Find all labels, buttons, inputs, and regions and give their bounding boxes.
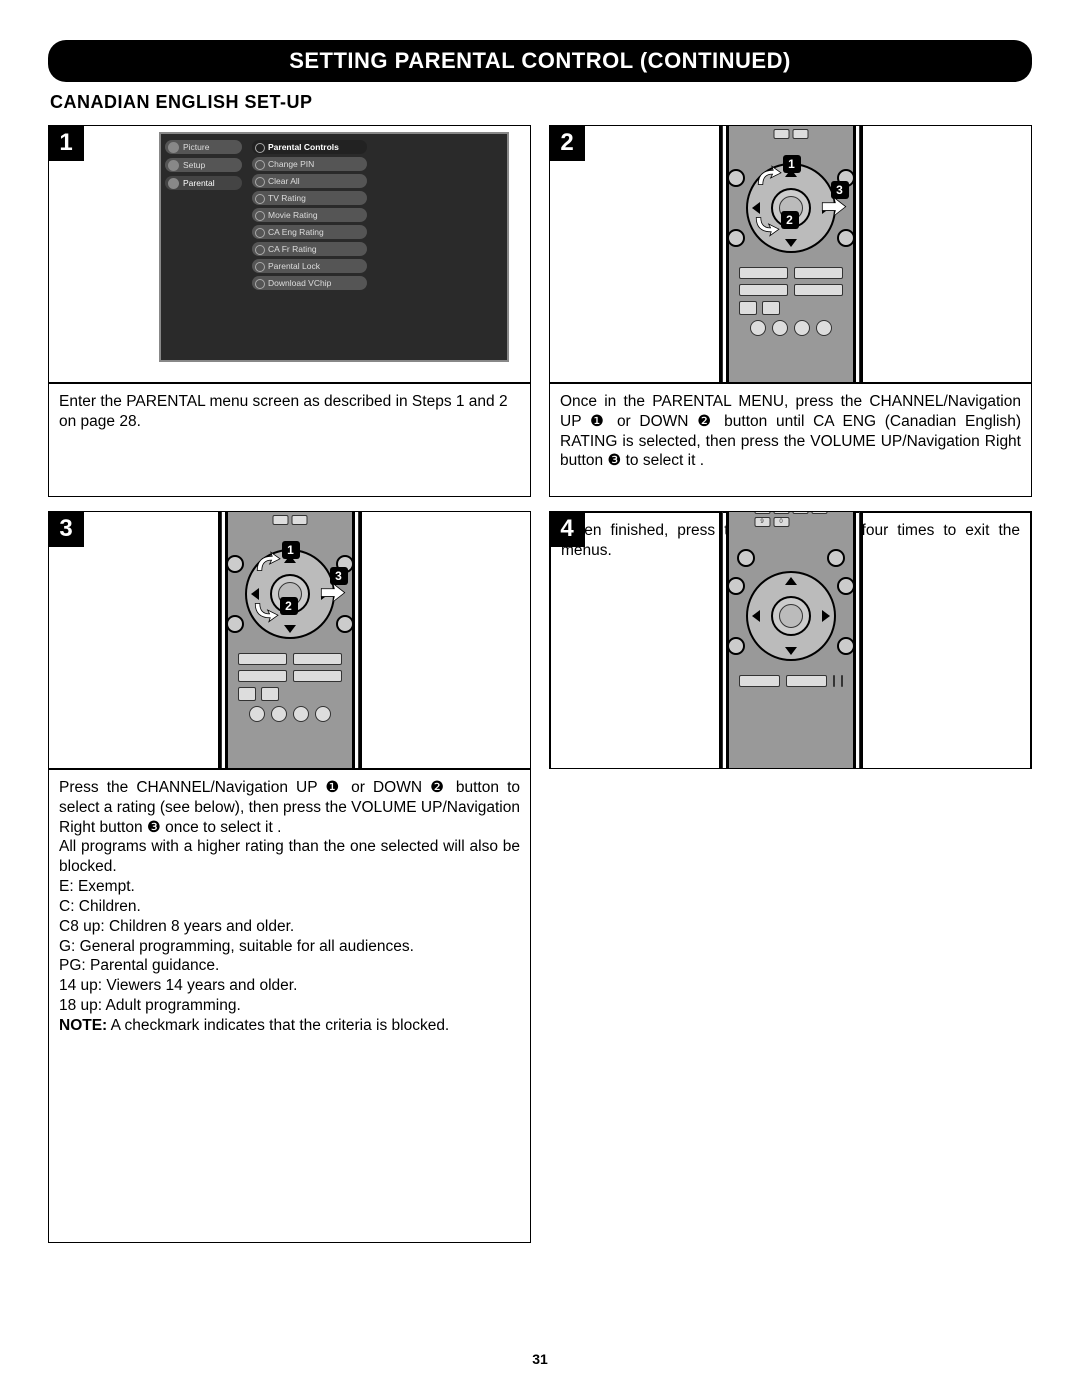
remote-side-button — [226, 615, 244, 633]
tv-left-item: Picture — [165, 140, 242, 154]
remote-side-button — [336, 615, 354, 633]
rating-18: 18 up: Adult programming. — [59, 996, 520, 1016]
rating-c: C: Children. — [59, 897, 520, 917]
tv-left-item: Setup — [165, 158, 242, 172]
page-subtitle: CANADIAN ENGLISH SET-UP — [50, 92, 1032, 113]
arrow-icon — [753, 211, 779, 237]
rating-g: G: General programming, suitable for all… — [59, 937, 520, 957]
step-3-note: NOTE: A checkmark indicates that the cri… — [59, 1016, 520, 1036]
step-1-desc: Enter the PARENTAL menu screen as descri… — [48, 383, 531, 497]
page-number: 31 — [0, 1351, 1080, 1367]
remote-keypad — [773, 129, 808, 139]
arrow-icon — [254, 551, 280, 577]
step-1-text: Enter the PARENTAL menu screen as descri… — [59, 392, 520, 432]
callout-1: 1 — [282, 541, 300, 559]
remote-icon: 1 2 3 — [225, 511, 355, 769]
remote-side-button — [837, 577, 855, 595]
tv-right-item: Clear All — [252, 174, 367, 188]
arrow-icon — [755, 165, 781, 191]
step-2-figure: 2 — [549, 125, 1032, 383]
remote-side-button — [737, 549, 755, 567]
tv-menu-right: Parental Controls Change PIN Clear All T… — [246, 134, 507, 360]
tv-right-item: TV Rating — [252, 191, 367, 205]
tv-right-item: CA Eng Rating — [252, 225, 367, 239]
tv-right-item: Movie Rating — [252, 208, 367, 222]
rating-14: 14 up: Viewers 14 years and older. — [59, 976, 520, 996]
step-3-line1: Press the CHANNEL/Navigation UP ❶ or DOW… — [59, 778, 520, 837]
remote-icon: 1 2 3 — [726, 125, 856, 383]
step-3-line2: All programs with a higher rating than t… — [59, 837, 520, 877]
step-1-badge: 1 — [48, 125, 84, 161]
note-text: A checkmark indicates that the criteria … — [107, 1017, 449, 1034]
remote-side-button — [727, 229, 745, 247]
remote-side-button — [727, 637, 745, 655]
step-3-desc: Press the CHANNEL/Navigation UP ❶ or DOW… — [48, 769, 531, 1243]
step-4-figure: 4 1234 5678 90 — [549, 511, 1032, 769]
tv-right-item: Download VChip — [252, 276, 367, 290]
remote-side-button — [727, 169, 745, 187]
arrow-icon — [320, 579, 346, 605]
remote-bars — [739, 267, 843, 336]
remote-side-button — [837, 229, 855, 247]
remote-side-button — [827, 549, 845, 567]
callout-2: 2 — [280, 597, 298, 615]
steps-grid: 1 Picture Setup Parental Parental Contro… — [48, 125, 1032, 1243]
tv-right-item: CA Fr Rating — [252, 242, 367, 256]
remote-side-button — [837, 637, 855, 655]
tv-menu: Picture Setup Parental Parental Controls… — [159, 132, 509, 362]
step-3-figure: 3 — [48, 511, 531, 769]
remote-bars — [238, 653, 342, 722]
remote-side-button — [226, 555, 244, 573]
step-3-badge: 3 — [48, 511, 84, 547]
remote-side-button — [727, 577, 745, 595]
remote-keypad: 1234 5678 90 — [754, 511, 827, 527]
tv-right-item: Parental Lock — [252, 259, 367, 273]
callout-2: 2 — [781, 211, 799, 229]
step-4: 4 1234 5678 90 — [549, 511, 1032, 1243]
arrow-icon — [252, 597, 278, 623]
rating-c8: C8 up: Children 8 years and older. — [59, 917, 520, 937]
step-1: 1 Picture Setup Parental Parental Contro… — [48, 125, 531, 497]
remote-keypad — [272, 515, 307, 525]
remote-bars — [739, 675, 843, 687]
rating-e: E: Exempt. — [59, 877, 520, 897]
step-4-badge: 4 — [549, 511, 585, 547]
tv-menu-left: Picture Setup Parental — [161, 134, 246, 360]
rating-pg: PG: Parental guidance. — [59, 956, 520, 976]
remote-dpad — [746, 571, 836, 661]
step-2: 2 — [549, 125, 1032, 497]
step-2-text: Once in the PARENTAL MENU, press the CHA… — [560, 392, 1021, 471]
tv-right-head: Parental Controls — [252, 140, 367, 154]
step-2-desc: Once in the PARENTAL MENU, press the CHA… — [549, 383, 1032, 497]
tv-right-item: Change PIN — [252, 157, 367, 171]
callout-1: 1 — [783, 155, 801, 173]
tv-left-item: Parental — [165, 176, 242, 190]
arrow-icon — [821, 193, 847, 219]
step-1-figure: 1 Picture Setup Parental Parental Contro… — [48, 125, 531, 383]
step-2-badge: 2 — [549, 125, 585, 161]
note-label: NOTE: — [59, 1017, 107, 1034]
step-3: 3 — [48, 511, 531, 1243]
remote-icon: 1234 5678 90 — [726, 511, 856, 769]
page-title: SETTING PARENTAL CONTROL (CONTINUED) — [48, 40, 1032, 82]
